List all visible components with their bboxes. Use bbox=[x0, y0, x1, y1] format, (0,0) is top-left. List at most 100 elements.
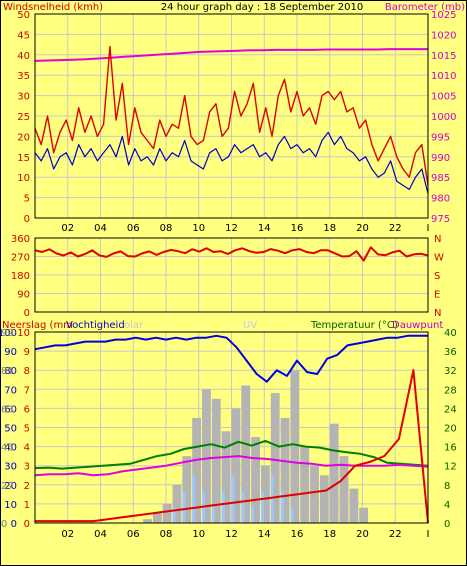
rain-y-tick: 5 bbox=[24, 424, 30, 435]
climate-panel-x-tick: 14 bbox=[258, 529, 271, 540]
barometer-y-tick: 1020 bbox=[431, 30, 456, 41]
temperature-y-tick: 8 bbox=[444, 481, 450, 492]
temperature-y-tick: 36 bbox=[444, 347, 457, 358]
solar-y-tick: 99 bbox=[1, 328, 14, 339]
barometer-y-tick: 995 bbox=[431, 132, 450, 143]
uv-bar bbox=[182, 491, 186, 523]
climate-panel-x-tick: 06 bbox=[127, 529, 140, 540]
solar-bar bbox=[260, 465, 270, 523]
rain-y-tick: 6 bbox=[24, 404, 30, 415]
climate-panel-x-tick: 18 bbox=[323, 529, 336, 540]
solar-y-tick: 63 bbox=[1, 404, 14, 415]
temperature-y-tick: 24 bbox=[444, 404, 457, 415]
humidity-y-tick: 10 bbox=[4, 500, 17, 511]
solar-bar bbox=[182, 456, 192, 523]
uv-bar bbox=[290, 507, 294, 523]
humidity-y-tick: 0 bbox=[11, 519, 17, 530]
wind-y-tick: 45 bbox=[17, 30, 30, 41]
climate-panel-x-tick: 16 bbox=[291, 529, 304, 540]
wind-y-tick: 40 bbox=[17, 51, 30, 62]
solar-axis-label: olar bbox=[124, 320, 144, 331]
climate-panel-x-tick: 08 bbox=[160, 529, 173, 540]
rain-y-tick: 1 bbox=[24, 500, 30, 511]
humidity-y-tick: 50 bbox=[4, 424, 17, 435]
climate-panel-x-tick: I bbox=[427, 529, 430, 540]
wind-panel-x-tick: 12 bbox=[225, 223, 238, 234]
solar-bar bbox=[290, 370, 300, 523]
humidity-y-tick: 70 bbox=[4, 385, 17, 396]
dewpoint-line bbox=[34, 455, 429, 477]
solar-y-tick: 27 bbox=[1, 481, 14, 492]
barometer-line bbox=[34, 48, 428, 62]
temperature-y-tick: 12 bbox=[444, 462, 457, 473]
wind-panel-x-tick: I bbox=[427, 223, 430, 234]
barometer-y-tick: 1010 bbox=[431, 71, 456, 82]
rain-axis-label: Neerslag (mm bbox=[2, 320, 73, 331]
wind-panel-x-tick: 16 bbox=[291, 223, 304, 234]
solar-bar bbox=[202, 389, 211, 523]
rain-y-tick: 9 bbox=[24, 347, 30, 358]
solar-bar bbox=[319, 475, 329, 523]
uv-bar bbox=[221, 491, 225, 523]
wind-panel-x-tick: 02 bbox=[61, 223, 74, 234]
wind-y-tick: 30 bbox=[17, 92, 30, 103]
temperature-y-tick: 16 bbox=[444, 443, 457, 454]
compass-y-tick: N bbox=[434, 234, 441, 245]
wind-speed-line bbox=[34, 131, 429, 194]
rain-y-tick: 0 bbox=[24, 519, 30, 530]
wind-panel-frame bbox=[34, 13, 429, 219]
compass-y-tick: S bbox=[434, 271, 440, 282]
wind-y-tick: 25 bbox=[17, 112, 30, 123]
uv-bar bbox=[251, 507, 255, 523]
solar-bar bbox=[162, 503, 172, 523]
rain-y-tick: 4 bbox=[24, 443, 30, 454]
solar-bar bbox=[300, 446, 310, 523]
direction-panel-frame bbox=[34, 237, 429, 313]
wind-y-tick: 5 bbox=[24, 194, 30, 205]
uv-bar bbox=[241, 491, 245, 523]
wind-axis-label: Windsnelheid (kmh) bbox=[3, 2, 103, 13]
humidity-y-tick: 30 bbox=[4, 462, 17, 473]
wind-panel-x-tick: 22 bbox=[389, 223, 402, 234]
compass-y-tick: N bbox=[434, 308, 441, 319]
rain-y-tick: 8 bbox=[24, 366, 30, 377]
solar-bar bbox=[143, 519, 152, 523]
barometer-y-tick: 975 bbox=[431, 214, 450, 225]
temperature-y-tick: 28 bbox=[444, 385, 457, 396]
humidity-y-tick: 20 bbox=[4, 481, 17, 492]
direction-y-tick: 270 bbox=[11, 253, 30, 264]
wind-direction-line bbox=[34, 246, 429, 262]
climate-panel-x-tick: 12 bbox=[225, 529, 238, 540]
humidity-axis-label: Vochtigheid bbox=[66, 320, 125, 331]
humidity-y-tick: 100 bbox=[0, 328, 17, 339]
temperature-y-tick: 40 bbox=[444, 328, 457, 339]
wind-y-tick: 50 bbox=[17, 10, 30, 21]
wind-y-tick: 15 bbox=[17, 153, 30, 164]
rain-y-tick: 2 bbox=[24, 481, 30, 492]
compass-y-tick: W bbox=[434, 253, 444, 264]
temperature-line bbox=[34, 439, 429, 470]
wind-y-tick: 20 bbox=[17, 132, 30, 143]
solar-bar bbox=[349, 488, 359, 523]
uv-axis-label: UV bbox=[243, 320, 257, 331]
solar-bar bbox=[211, 398, 221, 523]
rain-y-tick: 7 bbox=[24, 385, 30, 396]
barometer-axis-label: Barometer (mb) bbox=[385, 2, 465, 13]
rain-y-tick: 10 bbox=[17, 328, 30, 339]
climate-panel-x-tick: 04 bbox=[94, 529, 107, 540]
wind-panel-x-tick: 06 bbox=[127, 223, 140, 234]
solar-bar bbox=[241, 385, 251, 523]
uv-bar bbox=[231, 475, 235, 523]
uv-bar bbox=[260, 491, 264, 523]
barometer-y-tick: 1025 bbox=[431, 10, 456, 21]
barometer-y-tick: 990 bbox=[431, 153, 450, 164]
wind-panel-x-tick: 04 bbox=[94, 223, 107, 234]
solar-y-tick: 81 bbox=[1, 366, 14, 377]
humidity-y-tick: 60 bbox=[4, 404, 17, 415]
humidity-y-tick: 80 bbox=[4, 366, 17, 377]
humidity-y-tick: 40 bbox=[4, 443, 17, 454]
wind-panel-x-tick: 18 bbox=[323, 223, 336, 234]
direction-y-tick: 0 bbox=[24, 308, 30, 319]
